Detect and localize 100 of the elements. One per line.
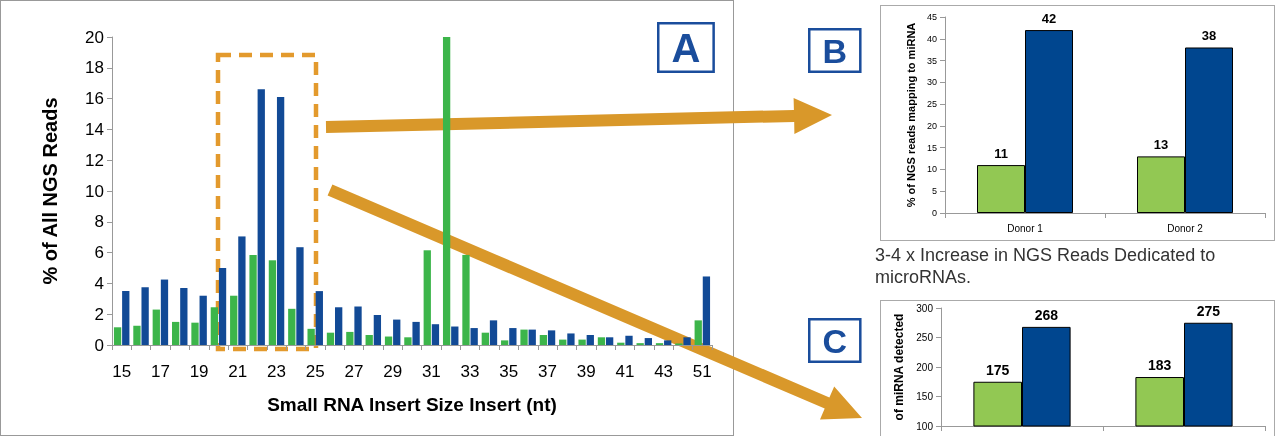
y-tick-label: 16: [85, 89, 104, 109]
y-tick-label: 6: [94, 243, 104, 263]
bar: [335, 307, 343, 345]
y-tick-label: 12: [85, 150, 104, 170]
bar: [404, 337, 412, 345]
y-axis-title: of miRNA detected: [892, 313, 907, 421]
y-tick-label: 150: [916, 391, 934, 402]
bar: [230, 295, 238, 345]
text: 3-4 x Increase in NGS Reads Dedicated to microRNAs.: [875, 245, 1221, 287]
bar: [423, 250, 431, 345]
bar: [210, 307, 219, 345]
bar: [470, 328, 478, 345]
bar: [509, 328, 517, 345]
data-label: 38: [1201, 28, 1217, 44]
bar: [694, 320, 702, 345]
bar: [412, 321, 420, 345]
y-tick-label: 45: [926, 12, 937, 22]
data-label: 275: [1196, 302, 1221, 319]
bar: [133, 325, 141, 345]
y-tick-label: 25: [926, 99, 937, 110]
bar: [346, 331, 354, 345]
bar: [160, 279, 169, 345]
y-tick-label: 20: [926, 120, 937, 131]
y-tick-label: 20: [85, 27, 104, 47]
bar: [315, 291, 323, 345]
bar: [238, 236, 246, 345]
x-tick-label: 17: [150, 362, 170, 381]
x-tick-label: 43: [654, 362, 674, 381]
bar: [326, 332, 335, 345]
bar: [268, 260, 277, 345]
y-tick-label: 18: [85, 58, 104, 78]
bar: [191, 322, 199, 345]
y-tick-label: 250: [916, 332, 934, 343]
bar: [113, 327, 122, 345]
data-label: 11: [994, 146, 1008, 162]
bar: [393, 319, 401, 345]
y-tick-label: 200: [916, 361, 934, 373]
x-tick-label: 27: [344, 362, 364, 381]
y-tick-label: 300: [916, 302, 934, 314]
x-axis-title: Small RNA Insert Size Insert (nt): [267, 394, 557, 415]
bar: [451, 326, 459, 345]
x-tick-label: 15: [112, 362, 132, 381]
bar: [307, 328, 315, 345]
data-label: 183: [1148, 357, 1172, 374]
bar: [597, 337, 606, 345]
y-tick-label: 40: [926, 33, 937, 44]
bar: [578, 339, 586, 345]
bar: [180, 288, 188, 345]
y-tick-label: 35: [926, 55, 937, 66]
bar: [559, 339, 567, 345]
data-label: 175: [986, 361, 1010, 378]
x-tick-label: 37: [538, 362, 557, 381]
bar: [122, 291, 130, 345]
bar: [296, 247, 304, 345]
x-tick-label: 51: [692, 362, 712, 381]
bar: [644, 338, 652, 345]
bar: [567, 333, 575, 345]
y-tick-label: 4: [94, 273, 104, 293]
bar: [199, 295, 207, 345]
data-label: 13: [1153, 137, 1169, 153]
y-tick-label: 2: [94, 304, 104, 324]
y-tick-label: 8: [94, 212, 104, 232]
bar: [384, 336, 393, 345]
x-tick-label: Donor 1: [1007, 222, 1044, 234]
bar: [586, 334, 594, 345]
text: C: [822, 321, 848, 360]
bar: [172, 321, 180, 345]
y-tick-label: 0: [94, 335, 104, 355]
x-tick-label: 41: [615, 362, 635, 381]
y-tick-label: 0: [931, 208, 937, 218]
bar: [625, 335, 633, 345]
bar: [605, 337, 614, 345]
x-tick-label: 25: [305, 362, 325, 381]
bar: [257, 89, 265, 345]
bar: [218, 268, 227, 345]
bar: [539, 334, 548, 345]
x-tick-label: 35: [499, 362, 519, 381]
bar: [442, 37, 451, 345]
bar: [664, 340, 672, 345]
bar: [481, 332, 489, 345]
bar: [276, 97, 285, 345]
y-axis-title: % of NGS reads mapping to miRNA: [904, 22, 917, 208]
x-tick-label: 21: [228, 362, 248, 381]
x-tick-label: 29: [383, 362, 403, 381]
x-tick-label: 33: [460, 362, 480, 381]
y-tick-label: 14: [85, 119, 104, 139]
data-label: 42: [1041, 11, 1057, 27]
x-tick-label: 23: [267, 362, 286, 381]
x-tick-label: 19: [189, 362, 209, 381]
x-tick-label: 31: [421, 362, 441, 381]
bar: [152, 309, 160, 345]
x-tick-label: 39: [576, 362, 596, 381]
y-tick-label: 15: [926, 142, 937, 153]
y-tick-label: 10: [926, 164, 937, 175]
bar: [683, 337, 691, 345]
y-tick-label: 5: [931, 186, 937, 197]
bar: [547, 330, 556, 345]
data-label: 268: [1034, 306, 1059, 323]
y-tick-label: 100: [916, 420, 934, 432]
bar: [520, 329, 528, 345]
